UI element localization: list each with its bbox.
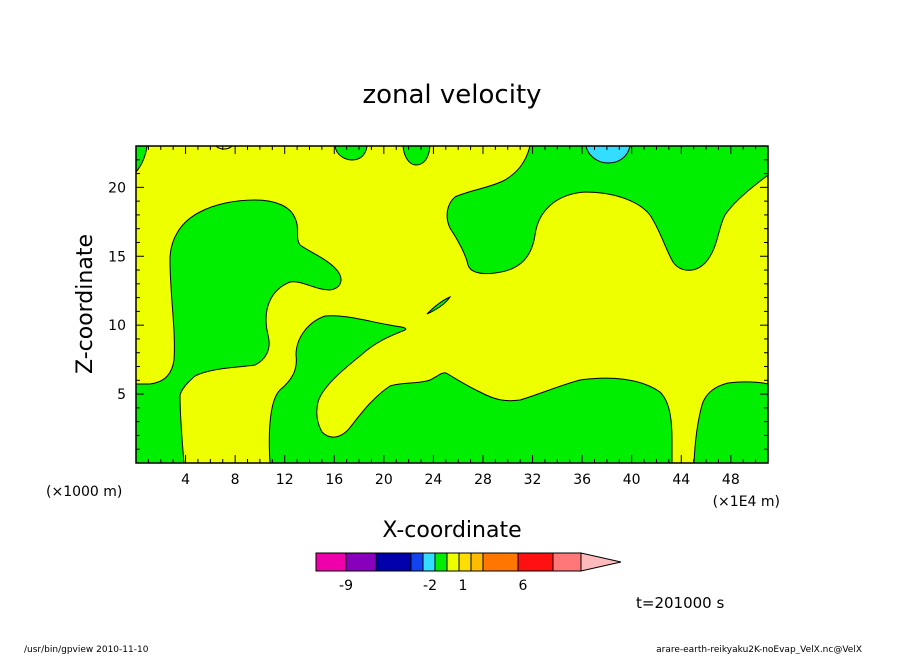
x-tick-label: 44 (672, 472, 690, 488)
x-tick-label: 8 (231, 472, 240, 488)
colorbar-tick-label: -9 (339, 578, 353, 594)
y-axis-ticks: 5 10 15 20 (108, 159, 768, 450)
colorbar-segment (315, 552, 347, 572)
x-tick-label: 40 (623, 472, 641, 488)
colorbar-labels: -9 -2 1 6 (339, 578, 528, 594)
green-region-middle (268, 315, 673, 463)
green-region-bottom-right (693, 381, 768, 463)
x-tick-label: 24 (424, 472, 442, 488)
colorbar-segment (422, 552, 436, 572)
colorbar-segment (470, 552, 484, 572)
green-region-upper-right (446, 146, 768, 275)
green-bump-top-2 (402, 146, 431, 166)
small-contour-top (215, 146, 233, 150)
colorbar-segment (482, 552, 519, 572)
colorbar-tick-label: 6 (519, 578, 528, 594)
y-axis-label: Z-coordinate (73, 234, 98, 374)
x-unit-left: (×1000 m) (46, 484, 122, 500)
plot-area (136, 146, 768, 463)
colorbar-segment (552, 552, 582, 572)
x-tick-label: 32 (524, 472, 542, 488)
x-tick-label: 36 (573, 472, 591, 488)
x-axis-label: X-coordinate (382, 518, 521, 543)
colorbar-segment (446, 552, 460, 572)
chart-title: zonal velocity (362, 80, 541, 110)
x-tick-label: 28 (474, 472, 492, 488)
colorbar (315, 552, 622, 572)
plot-frame (135, 145, 769, 464)
footer-left: /usr/bin/gpview 2010-11-10 (24, 645, 149, 654)
y-tick-label: 10 (108, 318, 126, 334)
x-tick-label: 16 (325, 472, 343, 488)
x-axis-ticks: 4 8 12 16 20 24 28 32 36 40 44 48 (147, 146, 757, 488)
x-unit-right: (×1E4 m) (713, 494, 780, 510)
colorbar-segment (410, 552, 424, 572)
colorbar-segment (434, 552, 448, 572)
x-tick-label: 4 (181, 472, 190, 488)
colorbar-segment (345, 552, 377, 572)
time-label: t=201000 s (636, 594, 724, 612)
y-tick-label: 20 (108, 180, 126, 196)
green-sliver (426, 295, 452, 315)
x-tick-label: 48 (722, 472, 740, 488)
colorbar-tick-label: -2 (423, 578, 437, 594)
colorbar-segment (458, 552, 472, 572)
cyan-region-top (585, 146, 631, 164)
x-tick-label: 12 (276, 472, 294, 488)
footer-right: arare-earth-reikyaku2K-noEvap_VelX.nc@Ve… (656, 645, 862, 654)
green-region-left (136, 199, 342, 463)
colorbar-segment (517, 552, 554, 572)
colorbar-arrow (580, 552, 622, 572)
x-tick-label: 20 (375, 472, 393, 488)
y-tick-label: 5 (117, 387, 126, 403)
colorbar-tick-label: 1 (459, 578, 468, 594)
colorbar-segment (375, 552, 412, 572)
y-tick-label: 15 (108, 249, 126, 265)
